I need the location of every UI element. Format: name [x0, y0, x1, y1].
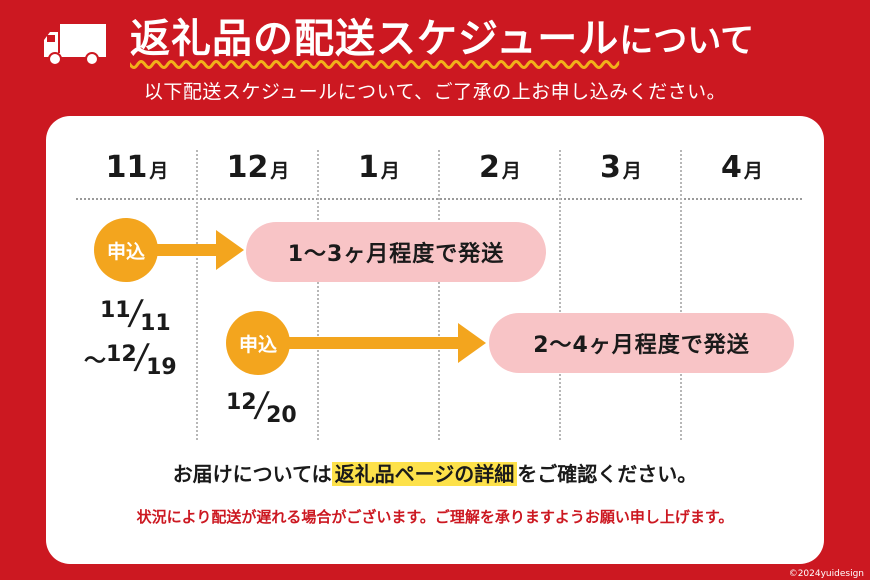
month-header: 11 月 [105, 150, 169, 185]
column-divider [196, 150, 198, 440]
arrow-head [458, 323, 486, 363]
application-badge: 申込 [94, 218, 158, 282]
application-date-start: 11/11 [100, 293, 171, 336]
column-divider [317, 150, 319, 440]
notice-highlight: 返礼品ページの詳細 [331, 462, 518, 486]
truck-icon [44, 24, 106, 66]
arrow-shaft [150, 244, 220, 256]
column-divider [680, 150, 682, 440]
title-suffix: について [619, 21, 755, 61]
title-main: 返礼品の配送スケジュール [130, 16, 620, 62]
subtitle: 以下配送スケジュールについて、ご了承の上お申し込みください。 [143, 81, 727, 103]
column-divider [559, 150, 561, 440]
shipping-period-pill: 2～4ヶ月程度で発送 [489, 313, 794, 373]
month-header: 12 月 [226, 150, 290, 185]
application-date-end: ～12/19 [84, 337, 177, 380]
arrow-shaft [280, 337, 462, 349]
column-divider [438, 150, 440, 440]
page-title: 返礼品の配送スケジュールについて [130, 6, 754, 64]
shipping-period-pill: 1～3ヶ月程度で発送 [246, 222, 546, 282]
delivery-notice: お届けについては 返礼品ページの詳細 をご確認ください。 [172, 462, 698, 486]
copyright: ©2024yuidesign [788, 569, 864, 579]
arrow-head [216, 230, 244, 270]
application-badge: 申込 [226, 311, 290, 375]
application-date-start: 12/20 [226, 385, 297, 428]
delay-caution: 状況により配送が遅れる場合がございます。ご理解を承りますようお願い申し上げます。 [136, 508, 734, 526]
